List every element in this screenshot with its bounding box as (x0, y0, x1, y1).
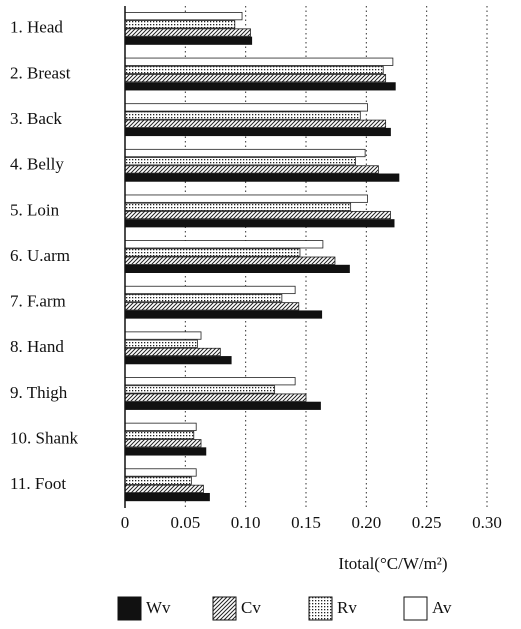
bar (124, 20, 236, 29)
y-tick-label: 5. Loin (10, 200, 60, 219)
bar (124, 111, 361, 120)
bar (124, 385, 276, 394)
x-tick-label: 0.30 (472, 513, 502, 532)
bar (124, 264, 350, 274)
bar (124, 202, 352, 211)
bar (124, 103, 368, 112)
y-tick-label: 8. Hand (10, 337, 64, 356)
bar (124, 165, 379, 174)
bar (124, 82, 396, 91)
y-tick-label: 9. Thigh (10, 383, 68, 402)
bar (124, 492, 210, 502)
bar (124, 210, 391, 220)
bar (124, 294, 283, 303)
legend-label: Wv (146, 598, 171, 617)
y-tick-label: 7. F.arm (10, 292, 66, 311)
bar (124, 285, 296, 295)
x-tick-label: 0.15 (291, 513, 321, 532)
bar (124, 468, 197, 477)
bar (124, 219, 395, 228)
bar (124, 347, 221, 357)
bar (124, 310, 323, 319)
bar (124, 194, 368, 203)
bar (124, 74, 387, 83)
y-tick-label: 6. U.arm (10, 246, 70, 265)
bar (124, 248, 301, 257)
y-tick-label: 1. Head (10, 18, 63, 37)
bar (124, 148, 366, 158)
y-tick-label: 3. Back (10, 109, 62, 128)
bar (124, 119, 387, 128)
bar (124, 356, 232, 365)
legend-swatch (308, 596, 333, 621)
bar (124, 476, 192, 485)
x-tick-label: 0.20 (351, 513, 381, 532)
bars (124, 12, 400, 502)
y-tick-label: 11. Foot (10, 474, 66, 493)
legend-swatch (117, 596, 142, 621)
bar (124, 393, 307, 402)
bar (124, 430, 195, 440)
bar (124, 173, 400, 182)
bar (124, 12, 243, 21)
bar (124, 127, 391, 137)
x-tick-label: 0.05 (170, 513, 200, 532)
bar (124, 240, 324, 249)
bar (124, 28, 251, 37)
bar (124, 331, 202, 340)
y-tick-label: 10. Shank (10, 428, 79, 447)
legend-label: Cv (241, 598, 261, 617)
bar (124, 339, 198, 348)
legend-label: Rv (337, 598, 357, 617)
bar (124, 422, 197, 431)
bar (124, 447, 207, 456)
bar (124, 57, 394, 66)
bar (124, 484, 204, 493)
x-tick-label: 0.10 (231, 513, 261, 532)
bar (124, 302, 300, 311)
legend-swatch (403, 596, 428, 621)
bar (124, 401, 321, 410)
x-tick-label: 0.25 (412, 513, 442, 532)
legend-label: Av (432, 598, 452, 617)
y-tick-label: 4. Belly (10, 155, 64, 174)
bar (124, 439, 202, 448)
bar (124, 65, 384, 75)
bar (124, 157, 356, 166)
y-tick-label: 2. Breast (10, 63, 71, 82)
x-tick-label: 0 (121, 513, 130, 532)
legend-swatch (212, 596, 237, 621)
bar (124, 377, 296, 386)
bar (124, 36, 253, 45)
x-axis-label: Itotal(°C/W/m²) (338, 554, 447, 573)
bar (124, 256, 336, 265)
